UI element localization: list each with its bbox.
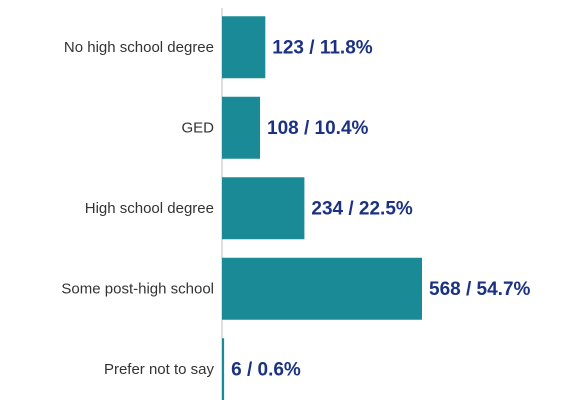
category-label: Some post-high school (61, 281, 214, 298)
bar (222, 338, 225, 400)
category-label: No high school degree (64, 39, 214, 56)
category-label: High school degree (85, 200, 214, 217)
value-label: 6 / 0.6% (231, 359, 301, 380)
value-label: 234 / 22.5% (311, 198, 413, 219)
category-label: GED (181, 120, 214, 137)
category-label: Prefer not to say (104, 361, 215, 378)
bar (222, 96, 261, 159)
value-label: 568 / 54.7% (429, 279, 531, 300)
bar (222, 257, 422, 320)
bar (222, 177, 305, 240)
value-label: 108 / 10.4% (267, 118, 369, 139)
value-label: 123 / 11.8% (272, 37, 372, 58)
bar (222, 16, 266, 79)
